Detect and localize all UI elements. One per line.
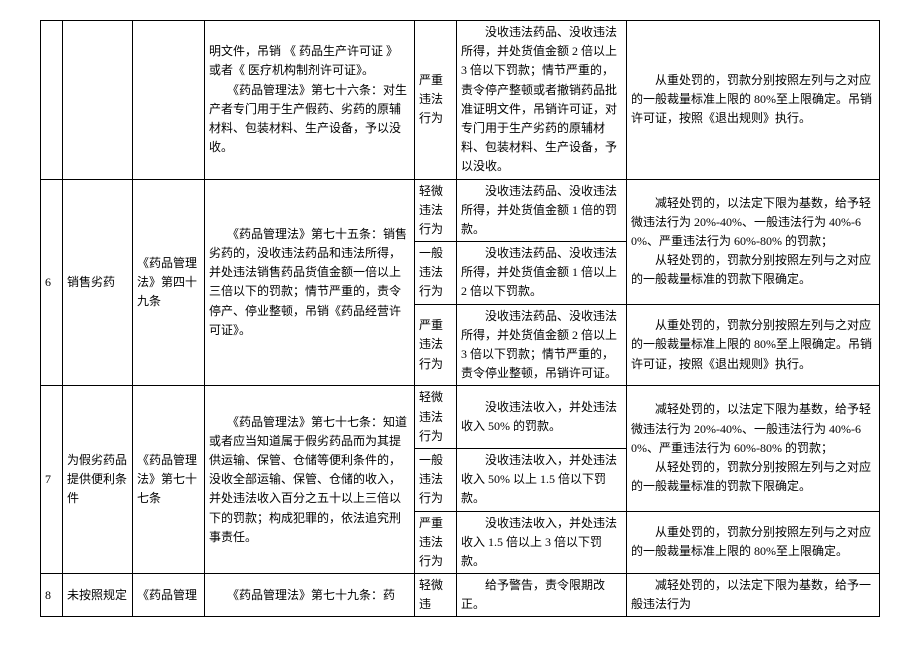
cell-cond: 没收违法收入，并处违法收入 50% 以上 1.5 倍以下罚款。 (457, 448, 627, 511)
cell-name: 销售劣药 (63, 179, 133, 386)
cell-idx: 7 (41, 386, 63, 574)
cell-penal: 从重处罚的，罚款分别按照左列与之对应的一般裁量标准上限的 80%至上限确定。吊销… (627, 21, 880, 180)
cell-basis: 《药品管理法》第七十七条 (133, 386, 205, 574)
cell-level: 轻微违法行为 (415, 386, 457, 449)
table-row: 7 为假劣药品提供便利条件 《药品管理法》第七十七条 《药品管理法》第七十七条：… (41, 386, 880, 449)
cell-idx (41, 21, 63, 180)
cell-level: 轻微违法行为 (415, 179, 457, 242)
cell-idx: 6 (41, 179, 63, 386)
cell-cond: 没收违法药品、没收违法所得，并处货值金额 1 倍以上 2 倍以下罚款。 (457, 242, 627, 305)
cell-norm: 《药品管理法》第七十七条：知道或者应当知道属于假劣药品而为其提供运输、保管、仓储… (205, 386, 415, 574)
table-row: 明文件，吊销 《 药品生产许可证 》 或者《 医疗机构制剂许可证》。 《药品管理… (41, 21, 880, 180)
cell-penal: 从重处罚的，罚款分别按照左列与之对应的一般裁量标准上限的 80%至上限确定。 (627, 511, 880, 574)
cell-idx: 8 (41, 574, 63, 617)
cell-cond: 没收违法药品、没收违法所得，并处货值金额 2 倍以上 3 倍以下罚款；情节严重的… (457, 21, 627, 180)
cell-penal: 减轻处罚的，以法定下限为基数，给予一般违法行为 (627, 574, 880, 617)
cell-cond: 没收违法药品、没收违法所得，并处货值金额 1 倍的罚款。 (457, 179, 627, 242)
cell-basis: 《药品管理 (133, 574, 205, 617)
penalty-table: 明文件，吊销 《 药品生产许可证 》 或者《 医疗机构制剂许可证》。 《药品管理… (40, 20, 880, 617)
cell-level: 严重违法行为 (415, 21, 457, 180)
cell-basis (133, 21, 205, 180)
cell-level: 一般违法行为 (415, 242, 457, 305)
cell-basis: 《药品管理法》第四十九条 (133, 179, 205, 386)
cell-level: 严重违法行为 (415, 511, 457, 574)
cell-norm: 《药品管理法》第七十五条：销售劣药的，没收违法药品和违法所得，并处违法销售药品货… (205, 179, 415, 386)
cell-cond: 没收违法收入，并处违法收入 1.5 倍以上 3 倍以下罚款。 (457, 511, 627, 574)
cell-cond: 给予警告，责令限期改正。 (457, 574, 627, 617)
cell-level: 一般违法行为 (415, 448, 457, 511)
cell-level: 轻微违 (415, 574, 457, 617)
cell-name: 未按照规定 (63, 574, 133, 617)
cell-norm: 明文件，吊销 《 药品生产许可证 》 或者《 医疗机构制剂许可证》。 《药品管理… (205, 21, 415, 180)
cell-cond: 没收违法收入，并处违法收入 50% 的罚款。 (457, 386, 627, 449)
cell-name: 为假劣药品提供便利条件 (63, 386, 133, 574)
cell-penal: 减轻处罚的，以法定下限为基数，给予轻微违法行为 20%-40%、一般违法行为 4… (627, 179, 880, 304)
cell-cond: 没收违法药品、没收违法所得，并处货值金额 2 倍以上 3 倍以下罚款；情节严重的… (457, 304, 627, 386)
cell-penal: 减轻处罚的，以法定下限为基数，给予轻微违法行为 20%-40%、一般违法行为 4… (627, 386, 880, 511)
table-row: 8 未按照规定 《药品管理 《药品管理法》第七十九条：药 轻微违 给予警告，责令… (41, 574, 880, 617)
cell-norm: 《药品管理法》第七十九条：药 (205, 574, 415, 617)
cell-penal: 从重处罚的，罚款分别按照左列与之对应的一般裁量标准上限的 80%至上限确定。吊销… (627, 304, 880, 386)
cell-name (63, 21, 133, 180)
table-row: 6 销售劣药 《药品管理法》第四十九条 《药品管理法》第七十五条：销售劣药的，没… (41, 179, 880, 242)
cell-level: 严重违法行为 (415, 304, 457, 386)
